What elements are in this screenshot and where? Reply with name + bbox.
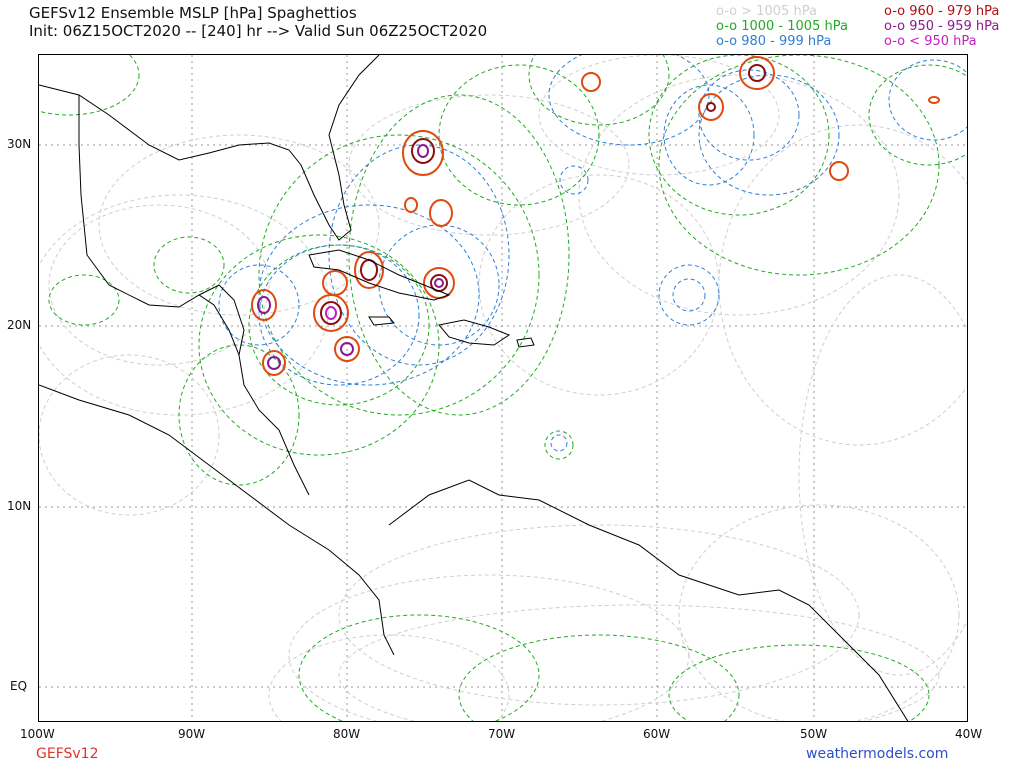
lon-label-60w: 60W bbox=[643, 727, 671, 741]
lon-label-90w: 90W bbox=[178, 727, 206, 741]
lat-label-20n: 20N bbox=[7, 318, 32, 332]
storm-centers bbox=[251, 56, 940, 376]
storm-8 bbox=[251, 289, 277, 321]
storm-10 bbox=[334, 336, 360, 362]
storm-14 bbox=[829, 161, 849, 181]
storm-15 bbox=[928, 96, 940, 104]
legend-item-darkred: o-o 960 - 979 hPa bbox=[884, 4, 1000, 19]
graticule bbox=[39, 55, 967, 721]
storm-9 bbox=[262, 350, 286, 376]
storm-7 bbox=[313, 294, 349, 332]
coastlines bbox=[39, 55, 909, 721]
map-subtitle: Init: 06Z15OCT2020 -- [240] hr --> Valid… bbox=[29, 22, 488, 40]
gray-contours bbox=[39, 55, 967, 721]
lon-label-40w: 40W bbox=[955, 727, 983, 741]
blue-contours bbox=[218, 55, 967, 452]
storm-3 bbox=[429, 199, 453, 227]
lat-label-10n: 10N bbox=[7, 499, 32, 513]
legend-left: o-o > 1005 hPa o-o 1000 - 1005 hPa o-o 9… bbox=[716, 4, 848, 49]
lon-label-100w: 100W bbox=[20, 727, 55, 741]
storm-2 bbox=[404, 197, 418, 213]
storm-12 bbox=[698, 93, 724, 121]
lon-label-80w: 80W bbox=[333, 727, 361, 741]
lon-label-70w: 70W bbox=[488, 727, 516, 741]
footer-site: weathermodels.com bbox=[806, 746, 949, 762]
storm-11 bbox=[581, 72, 601, 92]
storm-1 bbox=[402, 130, 444, 176]
legend-item-purple: o-o 950 - 959 hPa bbox=[884, 19, 1000, 34]
legend-item-gray: o-o > 1005 hPa bbox=[716, 4, 817, 19]
storm-4 bbox=[423, 267, 455, 299]
lon-label-50w: 50W bbox=[800, 727, 828, 741]
lat-label-eq: EQ bbox=[10, 679, 28, 693]
legend-item-green: o-o 1000 - 1005 hPa bbox=[716, 19, 848, 34]
legend-right: o-o 960 - 979 hPa o-o 950 - 959 hPa o-o … bbox=[884, 4, 999, 49]
map-canvas bbox=[39, 55, 967, 721]
lat-label-30n: 30N bbox=[7, 137, 32, 151]
green-contours bbox=[39, 55, 967, 721]
footer-model: GEFSv12 bbox=[36, 746, 99, 762]
storm-6 bbox=[322, 270, 348, 296]
map-panel bbox=[38, 54, 968, 722]
legend-item-magenta: o-o < 950 hPa bbox=[884, 34, 977, 49]
storm-13 bbox=[739, 56, 775, 90]
legend-item-blue: o-o 980 - 999 hPa bbox=[716, 34, 832, 49]
map-title: GEFSv12 Ensemble MSLP [hPa] Spaghettios bbox=[29, 4, 357, 22]
